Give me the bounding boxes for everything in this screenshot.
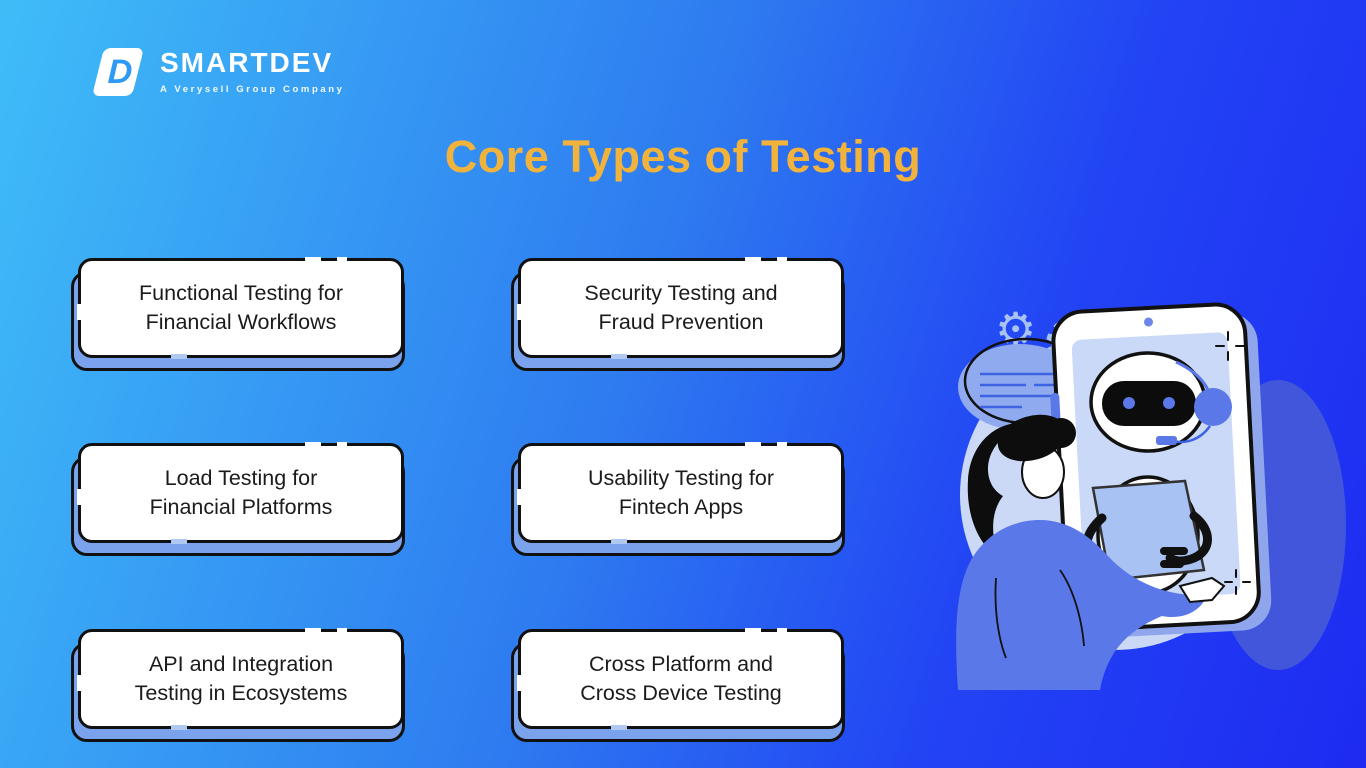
card-api-testing: API and Integration Testing in Ecosystem… bbox=[71, 628, 405, 742]
smartdev-logo: D SMARTDEV A Verysell Group Company bbox=[90, 46, 345, 98]
card-usability-testing: Usability Testing for Fintech Apps bbox=[511, 442, 845, 556]
card-cross-platform-testing: Cross Platform and Cross Device Testing bbox=[511, 628, 845, 742]
border-gap-mark bbox=[745, 442, 761, 447]
card-label-line: Cross Platform and bbox=[588, 652, 773, 676]
border-gap-mark bbox=[777, 442, 787, 447]
logo-letter: D bbox=[107, 53, 133, 91]
card-label-line: Usability Testing for bbox=[587, 466, 774, 490]
border-gap-mark bbox=[517, 489, 522, 506]
card-load-testing: Load Testing for Financial Platforms bbox=[71, 442, 405, 556]
page-title: Core Types of Testing bbox=[444, 131, 922, 182]
border-gap-mark bbox=[745, 628, 761, 633]
card-face: Functional Testing for Financial Workflo… bbox=[77, 257, 404, 359]
pointing-hand bbox=[1178, 576, 1226, 604]
border-gap-mark bbox=[305, 257, 321, 262]
card-label-line: Security Testing and bbox=[584, 281, 778, 305]
card-label-line: Fintech Apps bbox=[618, 495, 744, 519]
card-label-line: Financial Workflows bbox=[145, 310, 337, 334]
border-gap-mark bbox=[517, 675, 522, 692]
card-face: Cross Platform and Cross Device Testing bbox=[517, 628, 844, 730]
chatbot-robot bbox=[1082, 351, 1232, 595]
border-gap-mark bbox=[170, 354, 187, 359]
robot-clipboard bbox=[1091, 479, 1206, 582]
card-label-line: Cross Device Testing bbox=[580, 681, 782, 705]
logo-text: SMARTDEV A Verysell Group Company bbox=[160, 46, 345, 95]
card-security-testing: Security Testing and Fraud Prevention bbox=[511, 257, 845, 371]
robot-eye bbox=[1163, 397, 1175, 409]
border-gap-mark bbox=[337, 257, 347, 262]
hair-bun bbox=[1046, 418, 1076, 448]
robot-mic bbox=[1156, 436, 1177, 445]
border-gap-mark bbox=[305, 628, 321, 633]
border-gap-mark bbox=[337, 442, 347, 447]
card-functional-testing: Functional Testing for Financial Workflo… bbox=[71, 257, 405, 371]
border-gap-mark bbox=[305, 442, 321, 447]
border-gap-mark bbox=[777, 628, 787, 633]
card-label-line: Functional Testing for bbox=[139, 281, 343, 305]
border-gap-mark bbox=[517, 304, 522, 321]
card-face: Usability Testing for Fintech Apps bbox=[517, 442, 844, 544]
border-gap-mark bbox=[77, 489, 82, 506]
smartdev-d-icon: D bbox=[90, 46, 146, 98]
card-label-line: Testing in Ecosystems bbox=[134, 681, 348, 705]
card-label-line: Fraud Prevention bbox=[598, 310, 764, 334]
sparkle-icon bbox=[1224, 569, 1251, 595]
robot-earpiece bbox=[1194, 388, 1232, 426]
card-label-line: Financial Platforms bbox=[149, 495, 333, 519]
border-gap-mark bbox=[170, 539, 187, 544]
card-label-line: API and Integration bbox=[148, 652, 334, 676]
robot-visor bbox=[1102, 381, 1196, 426]
border-gap-mark bbox=[77, 304, 82, 321]
phone-camera-dot bbox=[1144, 317, 1154, 327]
border-gap-mark bbox=[610, 539, 627, 544]
border-gap-mark bbox=[77, 675, 82, 692]
border-gap-mark bbox=[610, 725, 627, 730]
border-gap-mark bbox=[610, 354, 627, 359]
brand-name: SMARTDEV bbox=[160, 47, 334, 78]
border-gap-mark bbox=[170, 725, 187, 730]
card-face: Security Testing and Fraud Prevention bbox=[517, 257, 844, 359]
woman-figure bbox=[956, 414, 1226, 690]
sparkle-icon bbox=[1215, 331, 1245, 361]
brand-tagline: A Verysell Group Company bbox=[160, 84, 345, 95]
card-face: API and Integration Testing in Ecosystem… bbox=[77, 628, 404, 730]
card-face: Load Testing for Financial Platforms bbox=[77, 442, 404, 544]
hero-illustration: ⚙ ⚙ bbox=[956, 302, 1346, 690]
border-gap-mark bbox=[337, 628, 347, 633]
border-gap-mark bbox=[745, 257, 761, 262]
card-label-line: Load Testing for bbox=[164, 466, 318, 490]
robot-eye bbox=[1123, 397, 1135, 409]
border-gap-mark bbox=[777, 257, 787, 262]
